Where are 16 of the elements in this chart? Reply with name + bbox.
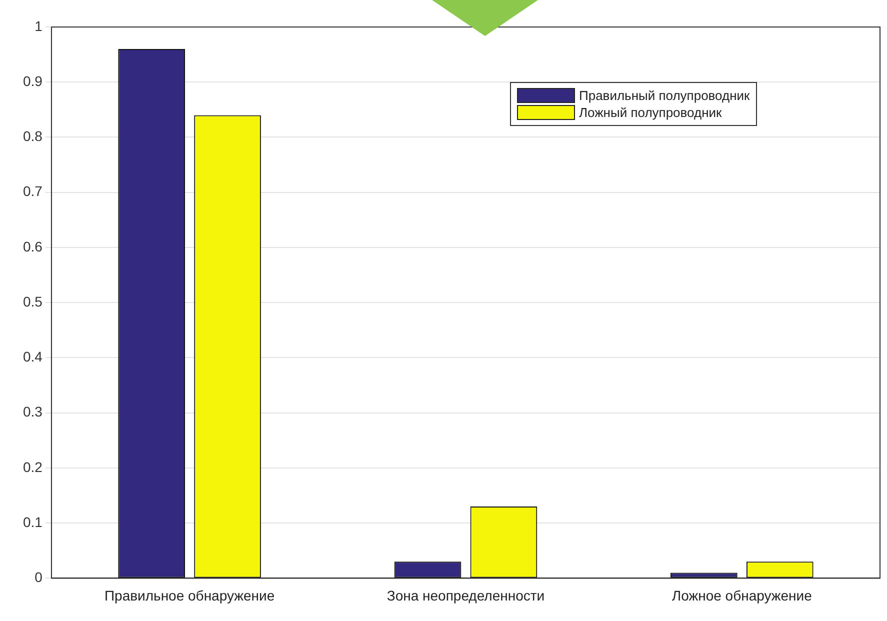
y-tick-label: 0.8: [22, 128, 43, 144]
y-tick-label: 0.5: [22, 293, 43, 310]
x-tick-label: Ложное обнаружение: [672, 587, 812, 604]
y-tick-label: 0.6: [22, 238, 43, 254]
x-tick-label: Зона неопределенности: [386, 587, 545, 604]
y-tick-label: 0: [34, 569, 43, 586]
legend-label: Правильный полупроводник: [579, 88, 750, 103]
y-tick-label: 0.3: [22, 404, 43, 420]
y-tick-label: 0.7: [22, 183, 43, 200]
y-tick-label: 0.2: [22, 458, 43, 475]
x-tick-label: Правильное обнаружение: [104, 587, 275, 604]
y-tick-label: 0.1: [22, 514, 43, 530]
y-tick-label: 0.4: [22, 348, 43, 365]
y-tick-label: 1: [34, 18, 43, 34]
y-tick-label: 0.9: [22, 72, 43, 89]
legend-label: Ложный полупроводник: [579, 105, 722, 120]
